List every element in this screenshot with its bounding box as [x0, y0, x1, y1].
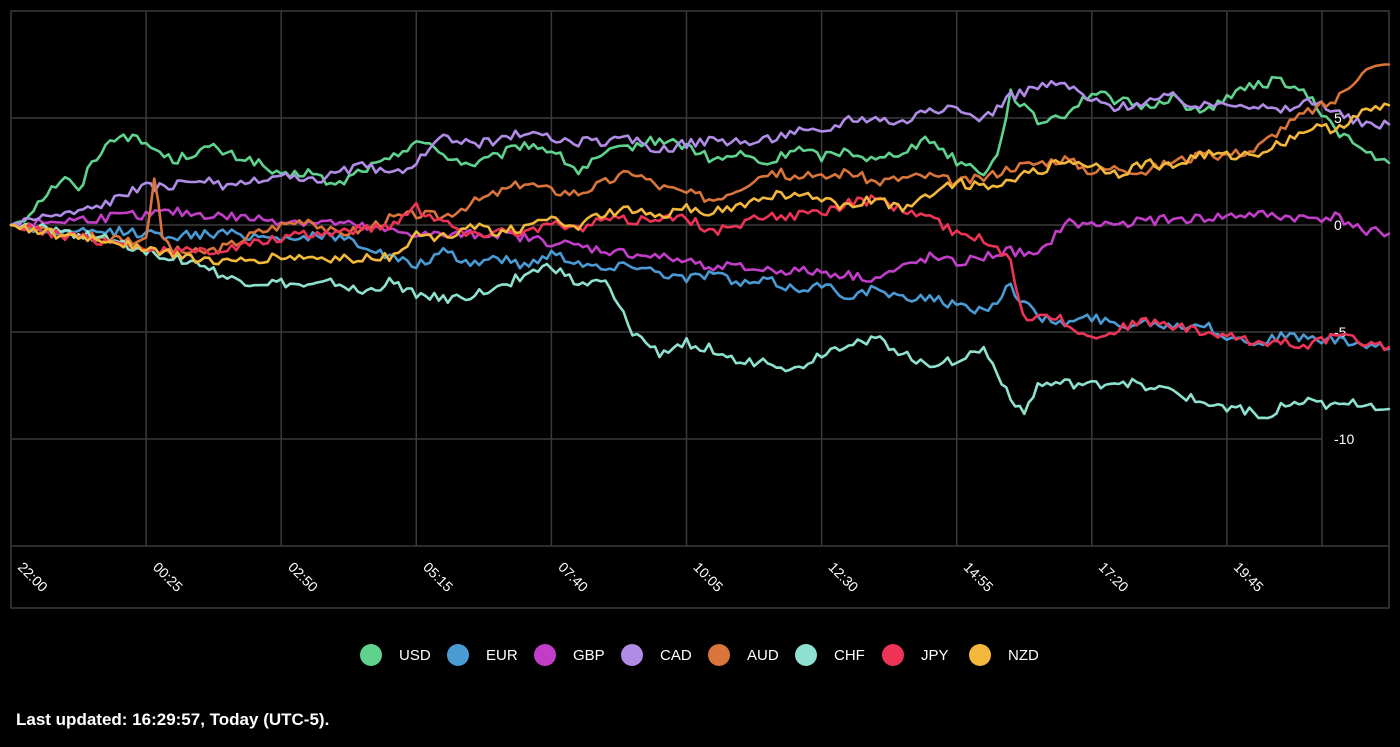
legend-label: CHF: [834, 646, 865, 664]
legend-swatch: [882, 644, 904, 666]
y-tick-label: -10: [1334, 431, 1354, 447]
legend-swatch: [708, 644, 730, 666]
series-line-chf: [9, 222, 1391, 420]
legend-item-aud[interactable]: AUD: [708, 644, 779, 666]
legend-label: AUD: [747, 646, 779, 664]
series-line-eur: [9, 223, 1391, 351]
legend-item-chf[interactable]: CHF: [795, 644, 866, 666]
legend-swatch: [969, 644, 991, 666]
series-line-nzd: [9, 102, 1391, 266]
chart-legend: USD EUR GBP CAD AUD CHF JPY NZD: [0, 640, 1400, 670]
x-tick-label: 17:20: [1096, 559, 1132, 595]
x-tick-label: 12:30: [825, 559, 861, 595]
legend-label: CAD: [660, 646, 692, 664]
x-tick-label: 14:55: [961, 559, 997, 595]
x-tick-label: 19:45: [1231, 559, 1267, 595]
legend-label: EUR: [486, 646, 518, 664]
legend-item-cad[interactable]: CAD: [621, 644, 692, 666]
legend-swatch: [534, 644, 556, 666]
legend-item-jpy[interactable]: JPY: [882, 644, 953, 666]
legend-item-usd[interactable]: USD: [360, 644, 431, 666]
series-line-cad: [9, 79, 1391, 227]
legend-swatch: [621, 644, 643, 666]
x-tick-label: 02:50: [285, 559, 321, 595]
legend-label: USD: [399, 646, 431, 664]
x-tick-label: 00:25: [150, 559, 186, 595]
legend-swatch: [795, 644, 817, 666]
y-tick-label: 0: [1334, 217, 1342, 233]
x-tick-label: 07:40: [555, 559, 591, 595]
series-line-usd: [9, 75, 1391, 227]
legend-item-gbp[interactable]: GBP: [534, 644, 605, 666]
x-tick-label: 22:00: [15, 559, 51, 595]
legend-swatch: [447, 644, 469, 666]
legend-label: GBP: [573, 646, 605, 664]
x-tick-label: 10:05: [690, 559, 726, 595]
legend-swatch: [360, 644, 382, 666]
chart-frame: [10, 10, 1390, 609]
legend-item-eur[interactable]: EUR: [447, 644, 518, 666]
last-updated-text: Last updated: 16:29:57, Today (UTC-5).: [16, 710, 330, 729]
y-tick-label: 5: [1334, 110, 1342, 126]
legend-label: NZD: [1008, 646, 1039, 664]
legend-item-nzd[interactable]: NZD: [969, 644, 1040, 666]
legend-label: JPY: [921, 646, 949, 664]
series-line-gbp: [9, 206, 1391, 283]
series-line-jpy: [9, 194, 1391, 352]
x-tick-label: 05:15: [420, 559, 456, 595]
